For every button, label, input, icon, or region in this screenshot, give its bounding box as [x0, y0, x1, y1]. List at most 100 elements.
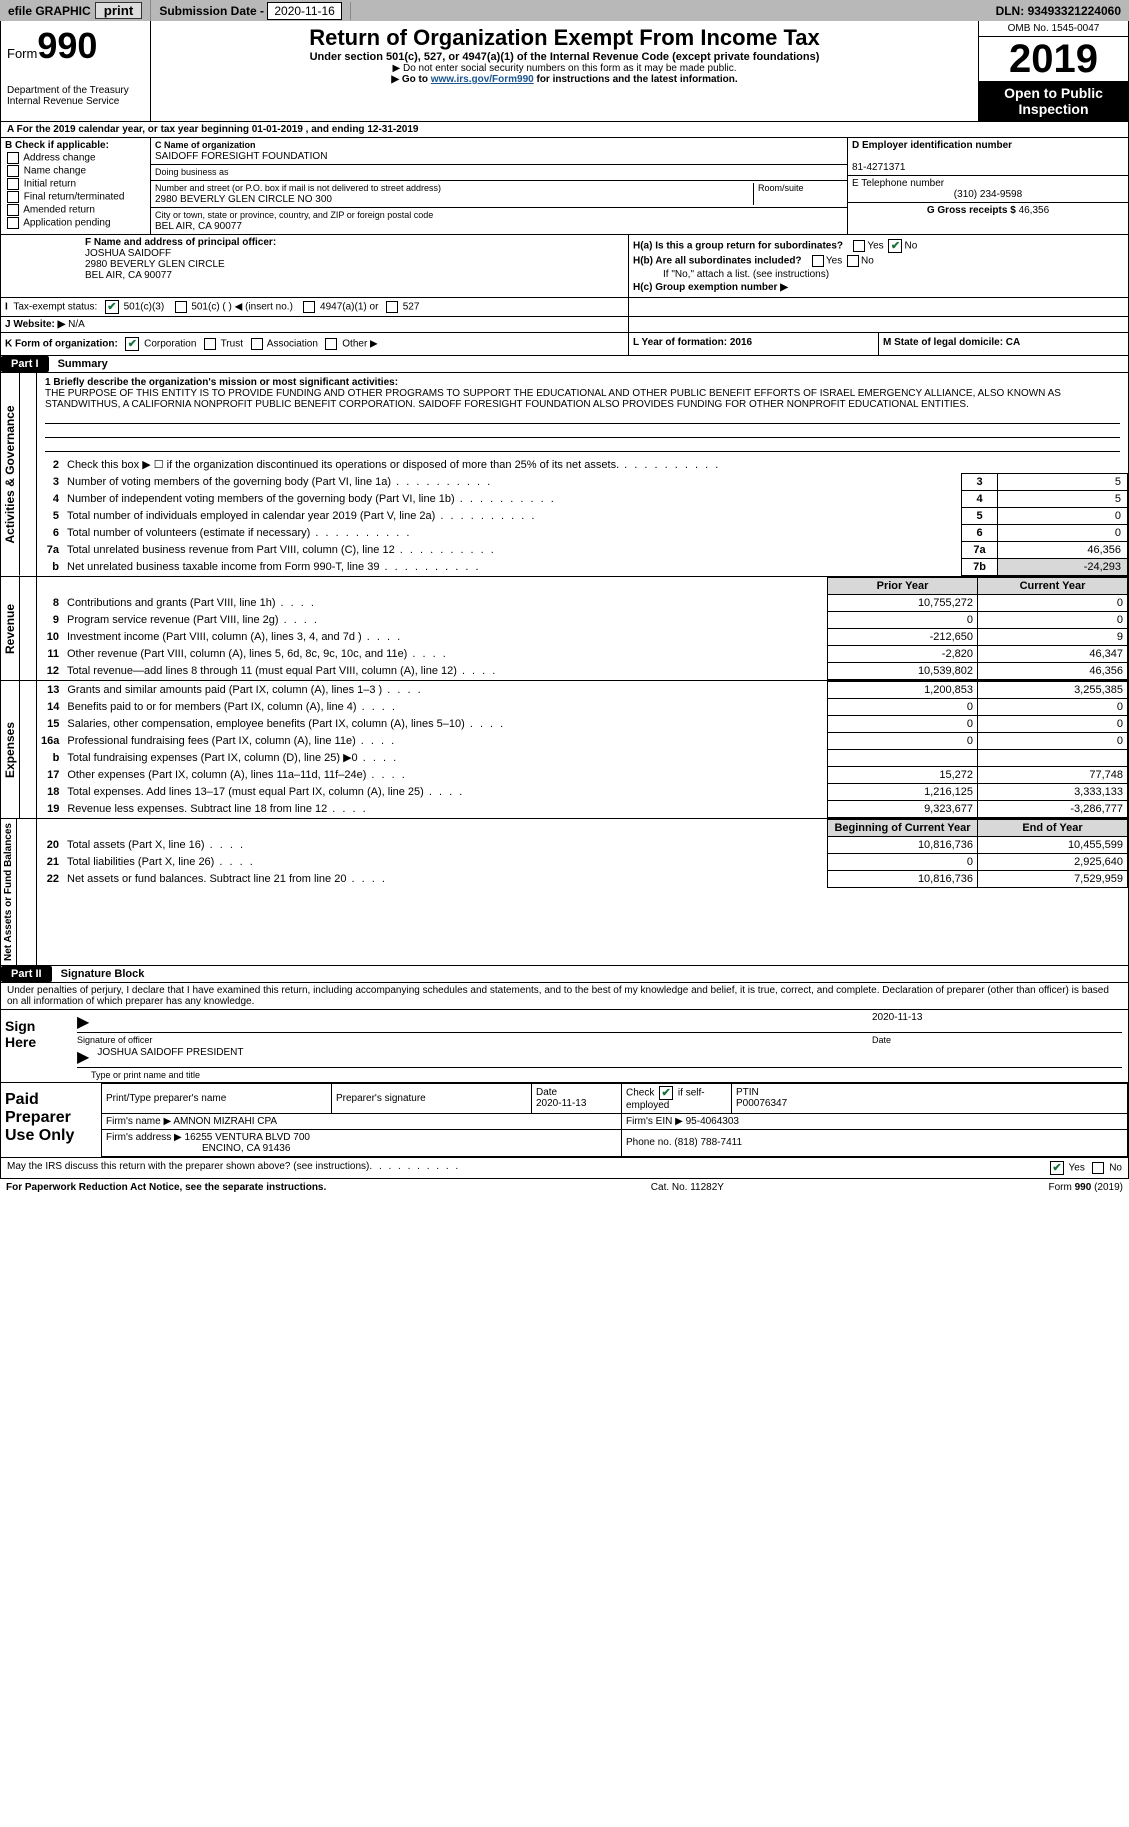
firmaddr-lbl: Firm's address ▶ — [106, 1132, 185, 1143]
chk-lbl: Check — [626, 1087, 654, 1098]
vlabel-exp: Expenses — [1, 681, 20, 818]
form-number: 990 — [37, 25, 97, 66]
hdr-end: End of Year — [978, 819, 1128, 836]
print-button[interactable]: print — [95, 2, 143, 19]
city-lbl: City or town, state or province, country… — [155, 210, 433, 220]
officer-addr1: 2980 BEVERLY GLEN CIRCLE — [85, 259, 225, 270]
mission-lead: 1 Briefly describe the organization's mi… — [45, 377, 1120, 388]
lbl-addr: Address change — [23, 153, 95, 164]
part1-title: Summary — [52, 356, 114, 372]
dba-lbl: Doing business as — [155, 167, 229, 177]
chk-final[interactable] — [7, 191, 19, 203]
lbl-app: Application pending — [23, 218, 110, 229]
firm-lbl: Firm's name ▶ — [106, 1116, 173, 1127]
lbl-no1: No — [904, 241, 917, 252]
sign-date: 2020-11-13 — [872, 1012, 1122, 1032]
d-no: No — [1109, 1162, 1122, 1173]
row-f-officer: F Name and address of principal officer:… — [0, 235, 1129, 298]
chk-501c[interactable] — [175, 301, 187, 313]
form-ref: Form 990 (2019) — [1049, 1182, 1124, 1193]
chk-self-emp[interactable] — [659, 1086, 673, 1100]
name-arrow-icon: ▶ — [77, 1047, 89, 1067]
firm-addr2: ENCINO, CA 91436 — [106, 1143, 290, 1154]
ein-val: 81-4271371 — [852, 162, 905, 173]
part1-tag: Part I — [1, 356, 49, 372]
form-title: Return of Organization Exempt From Incom… — [157, 25, 972, 51]
part2-title: Signature Block — [55, 966, 151, 982]
k-other: Other ▶ — [342, 339, 377, 350]
irs-label: Internal Revenue Service — [7, 96, 144, 107]
omb-number: OMB No. 1545-0047 — [979, 21, 1128, 37]
chk-other[interactable] — [325, 338, 337, 350]
o527: 527 — [403, 302, 420, 313]
form-subtitle: Under section 501(c), 527, or 4947(a)(1)… — [157, 51, 972, 63]
ha-yes[interactable] — [853, 240, 865, 252]
chk-addr-change[interactable] — [7, 152, 19, 164]
top-bar: efile GRAPHIC print Submission Date - 20… — [0, 0, 1129, 21]
ptin-val: P00076347 — [736, 1098, 787, 1109]
expenses-table: 13Grants and similar amounts paid (Part … — [37, 681, 1128, 818]
chk-501c3[interactable] — [105, 300, 119, 314]
firm-addr1: 16255 VENTURA BLVD 700 — [185, 1132, 310, 1143]
officer-name: JOSHUA SAIDOFF — [85, 248, 171, 259]
firmein-lbl: Firm's EIN ▶ — [626, 1116, 686, 1127]
hdr-begin: Beginning of Current Year — [828, 819, 978, 836]
hb-lbl: H(b) Are all subordinates included? — [633, 256, 802, 267]
chk-name-change[interactable] — [7, 165, 19, 177]
sig-lbl: Signature of officer — [77, 1035, 872, 1045]
f-lbl: F Name and address of principal officer: — [85, 237, 276, 248]
col-b-head: B Check if applicable: — [5, 140, 109, 151]
phone-lbl: Phone no. — [626, 1137, 674, 1148]
lbl-init: Initial return — [24, 179, 76, 190]
row-a-taxyear: A For the 2019 calendar year, or tax yea… — [0, 122, 1129, 138]
declaration-text: Under penalties of perjury, I declare th… — [1, 983, 1128, 1010]
k-assoc: Association — [267, 339, 318, 350]
lbl-yes1: Yes — [867, 241, 883, 252]
goto-post: for instructions and the latest informat… — [534, 74, 738, 85]
discuss-yes[interactable] — [1050, 1161, 1064, 1175]
chk-assoc[interactable] — [251, 338, 263, 350]
hb-no[interactable] — [847, 255, 859, 267]
officer-addr2: BEL AIR, CA 90077 — [85, 270, 172, 281]
j-lbl: J Website: ▶ — [5, 319, 65, 330]
chk-app-pending[interactable] — [7, 217, 19, 229]
dln-label: DLN: — [996, 4, 1028, 18]
discuss-no[interactable] — [1092, 1162, 1104, 1174]
paperwork-notice: For Paperwork Reduction Act Notice, see … — [6, 1182, 326, 1193]
hb-yes[interactable] — [812, 255, 824, 267]
tel-val: (310) 234-9598 — [852, 189, 1124, 200]
efile-label: efile GRAPHIC — [8, 4, 91, 18]
tel-lbl: E Telephone number — [852, 178, 944, 189]
chk-4947[interactable] — [303, 301, 315, 313]
gross-val: 46,356 — [1019, 205, 1050, 216]
m-lbl: M State of legal domicile: CA — [883, 337, 1020, 348]
firm-name: AMNON MIZRAHI CPA — [173, 1116, 277, 1127]
prep-date: 2020-11-13 — [536, 1098, 586, 1109]
goto-pre: ▶ Go to — [391, 74, 430, 85]
ptin-hdr: PTIN — [736, 1087, 759, 1098]
org-city: BEL AIR, CA 90077 — [155, 221, 242, 232]
chk-amended[interactable] — [7, 204, 19, 216]
chk-initial[interactable] — [7, 178, 19, 190]
vlabel-ag: Activities & Governance — [1, 373, 20, 576]
submission-date: 2020-11-16 — [267, 2, 342, 20]
k-trust: Trust — [221, 339, 243, 350]
form-header: Form990 Department of the Treasury Inter… — [0, 21, 1129, 122]
hb-note: If "No," attach a list. (see instruction… — [633, 269, 1124, 280]
chk-corp[interactable] — [125, 337, 139, 351]
chk-527[interactable] — [386, 301, 398, 313]
ha-no[interactable] — [888, 239, 902, 253]
addr-lbl: Number and street (or P.O. box if mail i… — [155, 183, 441, 193]
form-word: Form — [7, 46, 37, 61]
vlabel-net: Net Assets or Fund Balances — [1, 819, 17, 965]
irs-link[interactable]: www.irs.gov/Form990 — [431, 74, 534, 85]
k-corp: Corporation — [144, 339, 196, 350]
hdr-current: Current Year — [978, 577, 1128, 594]
chk-trust[interactable] — [204, 338, 216, 350]
lbl-amend: Amended return — [23, 205, 95, 216]
cat-no: Cat. No. 11282Y — [651, 1182, 724, 1193]
open-to-public: Open to Public Inspection — [979, 81, 1128, 121]
d-yes: Yes — [1069, 1162, 1085, 1173]
firm-ein: 95-4064303 — [686, 1116, 739, 1127]
o4947: 4947(a)(1) or — [320, 302, 378, 313]
